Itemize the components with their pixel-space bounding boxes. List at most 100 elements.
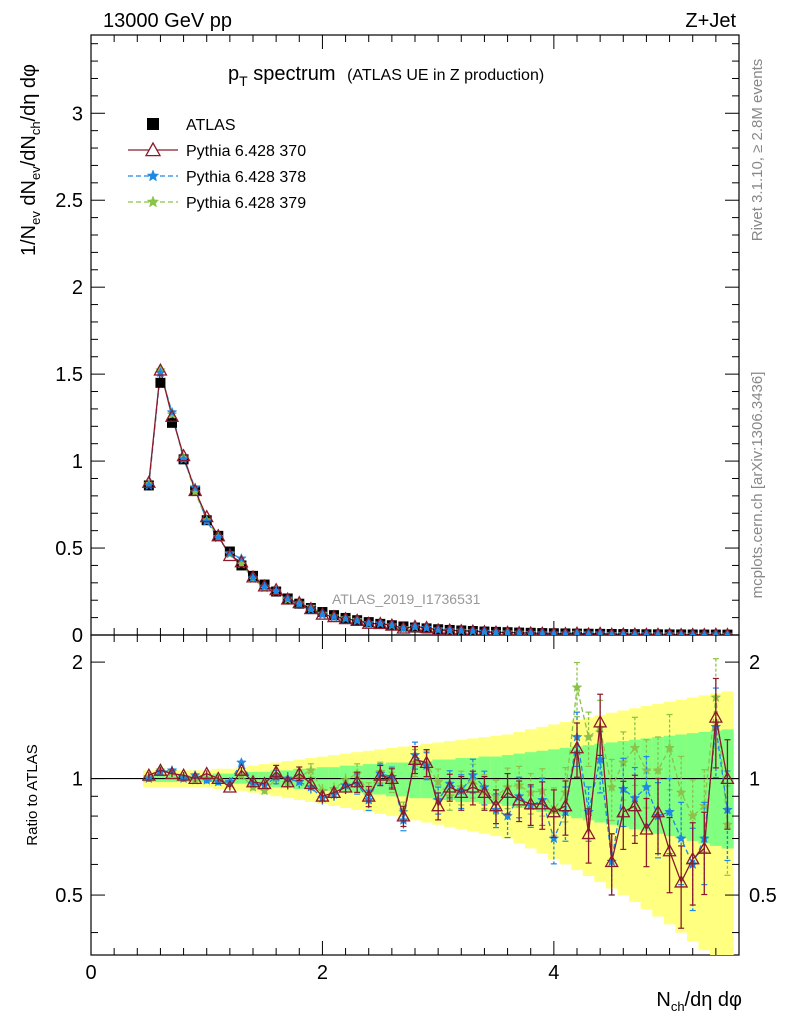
ratio-point xyxy=(454,785,469,799)
mc-point xyxy=(409,620,421,631)
ratio-point xyxy=(384,771,399,785)
mc-point xyxy=(723,627,732,635)
mc-point xyxy=(583,626,594,635)
ratio-point xyxy=(292,766,307,780)
top-y-tick-label: 0.5 xyxy=(55,538,83,560)
ratio-point xyxy=(373,767,388,781)
mc-point xyxy=(176,448,191,462)
mc-point xyxy=(455,625,467,635)
mc-point xyxy=(292,595,307,609)
top-y-tick-label: 2.5 xyxy=(55,190,83,212)
ylabel-sub-ev-1: ev xyxy=(28,211,43,225)
mc-point xyxy=(513,625,525,635)
top-y-tick-label: 3 xyxy=(72,103,83,125)
xlabel-sub-ch: ch xyxy=(671,999,685,1014)
mc-point xyxy=(444,624,456,635)
mc-point xyxy=(665,627,674,635)
ratio-point xyxy=(234,763,249,776)
ratio-point xyxy=(338,779,353,793)
x-tick-label: 0 xyxy=(85,962,96,984)
mc-point xyxy=(490,625,502,635)
data-point xyxy=(155,377,166,388)
mc-point xyxy=(317,608,328,620)
plot-title: pT spectrum (ATLAS UE in Z production) xyxy=(228,63,544,89)
mc-point xyxy=(490,626,502,635)
ratio-point xyxy=(303,776,318,790)
ratio-point xyxy=(639,821,654,835)
mc-point xyxy=(224,547,236,558)
mc-point xyxy=(201,515,213,526)
top-y-tick-label: 1.5 xyxy=(55,364,83,386)
mc-point xyxy=(338,611,353,625)
mc-point xyxy=(502,627,513,635)
ratio-point xyxy=(593,714,608,728)
ratio-point xyxy=(571,681,583,693)
mc-point xyxy=(141,475,156,488)
ratio-point xyxy=(442,779,457,793)
ratio-point xyxy=(465,779,480,793)
mc-point xyxy=(164,409,180,422)
ratio-point xyxy=(708,709,723,723)
mc-point xyxy=(431,622,445,635)
data-point xyxy=(167,417,177,428)
ratio-y-axis-label: Ratio to ATLAS xyxy=(24,744,41,845)
mc-point xyxy=(384,617,399,631)
mc-point xyxy=(269,582,284,596)
top-y-tick-label: 2 xyxy=(72,277,83,299)
ratio-point xyxy=(350,774,365,788)
ratio-point xyxy=(257,776,272,790)
mc-point xyxy=(432,624,444,635)
mc-point xyxy=(548,626,559,635)
ratio-point xyxy=(581,826,596,840)
main-plot-series xyxy=(141,362,733,635)
legend-label: Pythia 6.428 378 xyxy=(186,169,306,186)
analysis-watermark: ATLAS_2019_I1736531 xyxy=(332,591,481,607)
ratio-point xyxy=(431,798,446,812)
legend-star-marker xyxy=(146,169,160,182)
ratio-y-tick-label-right: 1 xyxy=(749,769,760,791)
ratio-point xyxy=(396,808,411,822)
mc-point xyxy=(257,578,272,592)
ratio-point xyxy=(407,752,423,765)
ratio-point xyxy=(305,764,317,775)
ratio-point xyxy=(535,796,550,810)
mc-point xyxy=(350,613,365,626)
mc-point xyxy=(374,617,386,629)
mc-point xyxy=(442,622,457,635)
mc-point xyxy=(419,620,434,634)
ratio-point xyxy=(176,767,191,781)
mc-point xyxy=(467,625,479,635)
mc-point xyxy=(653,627,663,635)
ratio-point xyxy=(315,788,330,802)
top-y-tick-label: 1 xyxy=(72,451,83,473)
mc-point xyxy=(361,616,376,629)
ratio-y-tick-label-right: 0.5 xyxy=(749,885,777,907)
x-tick-label: 4 xyxy=(548,962,559,984)
legend-label: ATLAS xyxy=(186,117,236,134)
mc-point xyxy=(607,627,617,635)
mc-point xyxy=(571,625,583,635)
mc-point xyxy=(700,627,709,635)
mc-point xyxy=(466,623,480,635)
ratio-point xyxy=(293,776,305,787)
mc-point xyxy=(211,528,226,542)
title-subscript: T xyxy=(239,73,248,89)
ratio-point xyxy=(583,731,594,742)
mc-point xyxy=(189,482,201,493)
ratio-point xyxy=(432,776,444,787)
mc-point xyxy=(282,592,294,604)
ylabel-part-3: /dN xyxy=(18,135,40,166)
ratio-point xyxy=(153,763,168,776)
mc-point xyxy=(199,509,214,523)
ratio-point xyxy=(502,810,513,821)
ratio-point xyxy=(188,771,203,785)
mc-point xyxy=(513,627,525,635)
ratio-y-tick-label: 2 xyxy=(72,652,83,674)
ratio-point xyxy=(164,766,180,780)
ylabel-part-2: dN xyxy=(18,180,40,211)
mc-point xyxy=(305,603,317,614)
ratio-point xyxy=(523,796,538,810)
mcplots-label: mcplots.cern.ch [arXiv:1306.3436] xyxy=(749,372,766,599)
mc-point xyxy=(478,624,491,635)
mc-point xyxy=(711,627,721,635)
